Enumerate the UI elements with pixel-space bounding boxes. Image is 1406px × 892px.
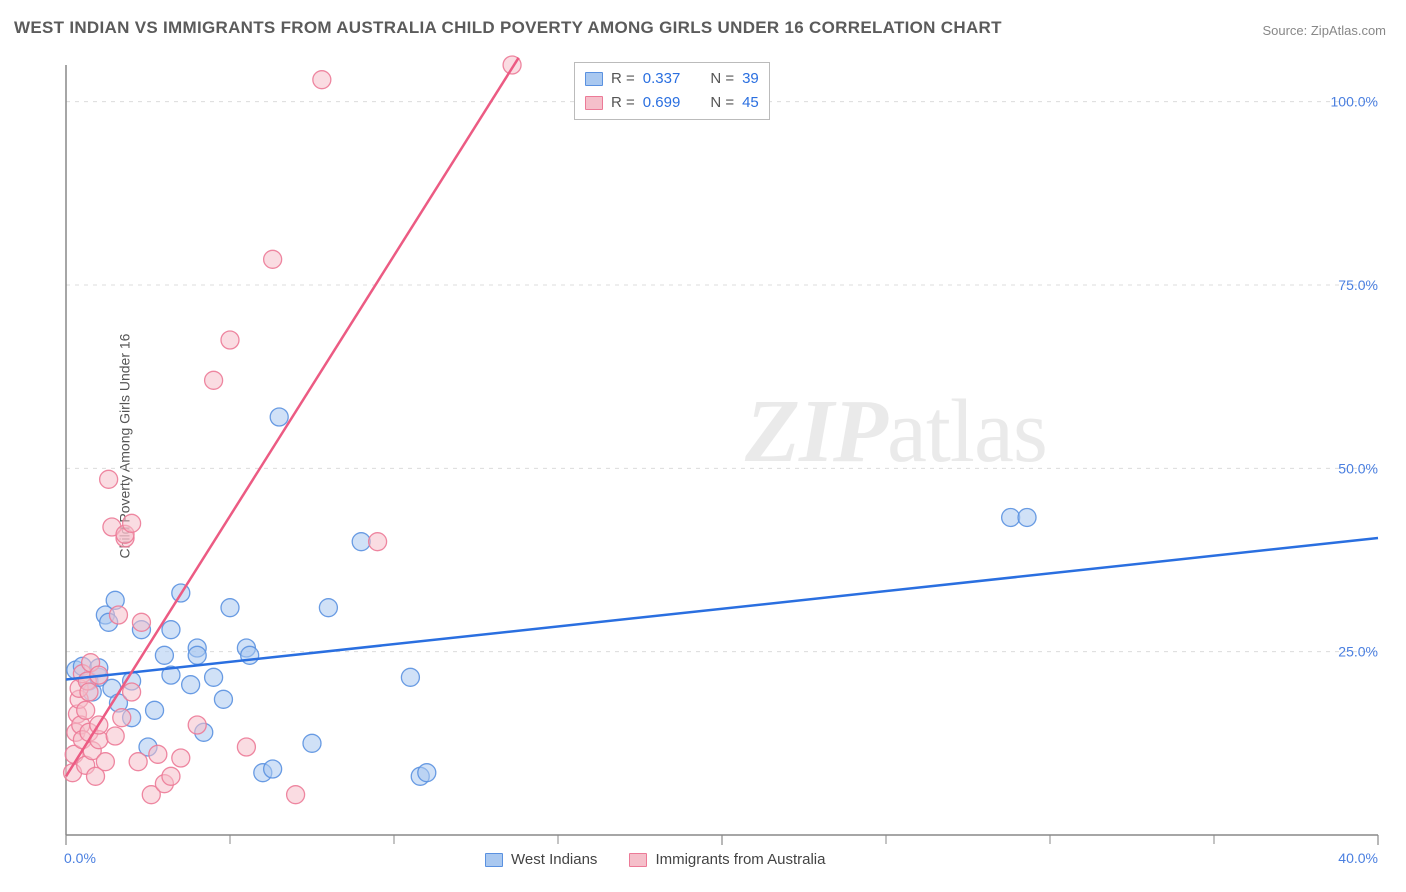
n-value: 39: [742, 67, 759, 91]
svg-text:75.0%: 75.0%: [1338, 277, 1378, 293]
swatch-icon: [585, 72, 603, 86]
chart-title: WEST INDIAN VS IMMIGRANTS FROM AUSTRALIA…: [14, 18, 1002, 38]
legend-label: West Indians: [511, 848, 597, 872]
r-label: R =: [611, 67, 635, 91]
n-value: 45: [742, 91, 759, 115]
svg-text:0.0%: 0.0%: [64, 850, 96, 866]
stats-row-west_indians: R = 0.337 N = 39: [585, 67, 759, 91]
series-legend: West Indians Immigrants from Australia: [485, 848, 825, 872]
r-value: 0.337: [643, 67, 681, 91]
swatch-icon: [629, 853, 647, 867]
svg-text:25.0%: 25.0%: [1338, 644, 1378, 660]
swatch-icon: [485, 853, 503, 867]
n-label: N =: [710, 91, 734, 115]
legend-item-immigrants_australia: Immigrants from Australia: [629, 848, 825, 872]
svg-text:40.0%: 40.0%: [1338, 850, 1378, 866]
stats-legend: R = 0.337 N = 39 R = 0.699 N = 45: [574, 62, 770, 120]
plot-area: 25.0% 50.0% 75.0% 100.0% 0.0% 40.0%: [48, 55, 1388, 874]
stats-row-immigrants_australia: R = 0.699 N = 45: [585, 91, 759, 115]
svg-text:100.0%: 100.0%: [1331, 94, 1378, 110]
source-label: Source: ZipAtlas.com: [1262, 23, 1386, 38]
scatter-chart: 25.0% 50.0% 75.0% 100.0% 0.0% 40.0%: [48, 55, 1388, 874]
legend-label: Immigrants from Australia: [655, 848, 825, 872]
r-value: 0.699: [643, 91, 681, 115]
swatch-icon: [585, 96, 603, 110]
r-label: R =: [611, 91, 635, 115]
legend-item-west_indians: West Indians: [485, 848, 597, 872]
svg-text:50.0%: 50.0%: [1338, 460, 1378, 476]
n-label: N =: [710, 67, 734, 91]
